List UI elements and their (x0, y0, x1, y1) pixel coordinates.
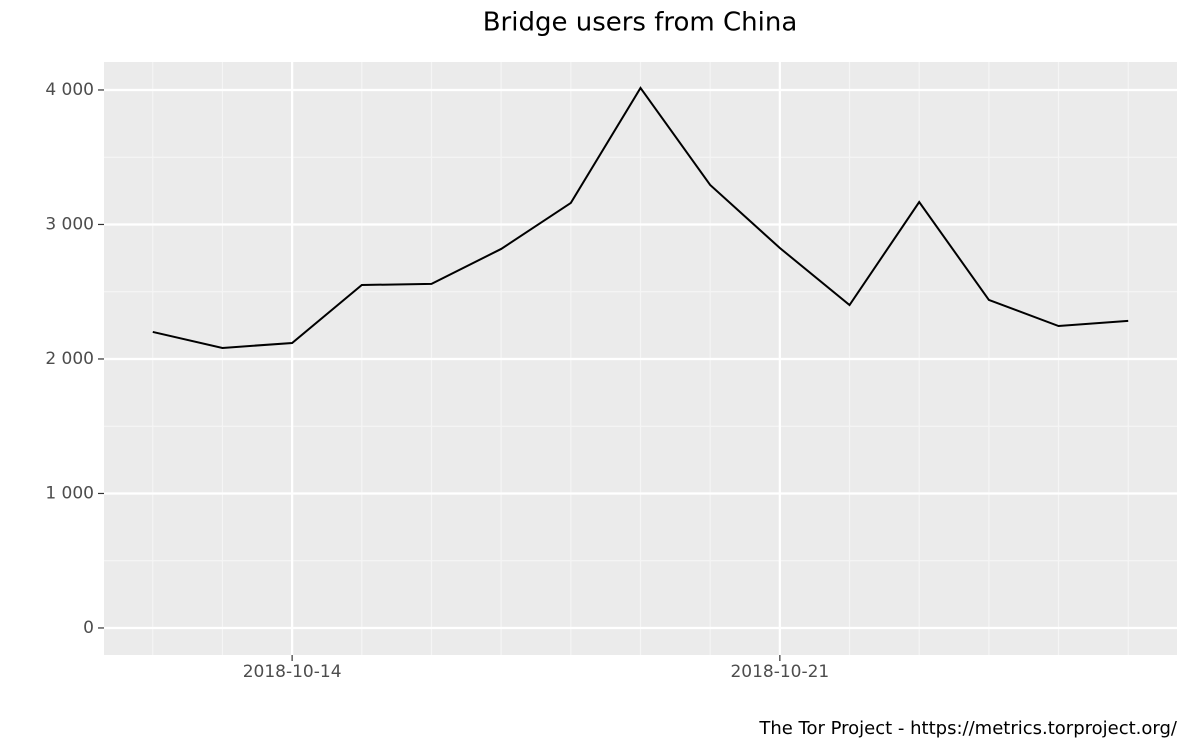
y-tick-label: 2 000 (45, 349, 94, 369)
x-tick-label: 2018-10-14 (243, 662, 342, 682)
caption: The Tor Project - https://metrics.torpro… (758, 718, 1178, 739)
line (152, 86, 1129, 349)
y-tick-label: 0 (83, 618, 94, 638)
y-tick-label: 1 000 (45, 483, 94, 503)
chart-title: Bridge users from China (483, 8, 798, 38)
y-tick-label: 3 000 (45, 214, 94, 234)
y-tick-label: 4 000 (45, 80, 94, 100)
x-tick-label: 2018-10-21 (730, 662, 829, 682)
